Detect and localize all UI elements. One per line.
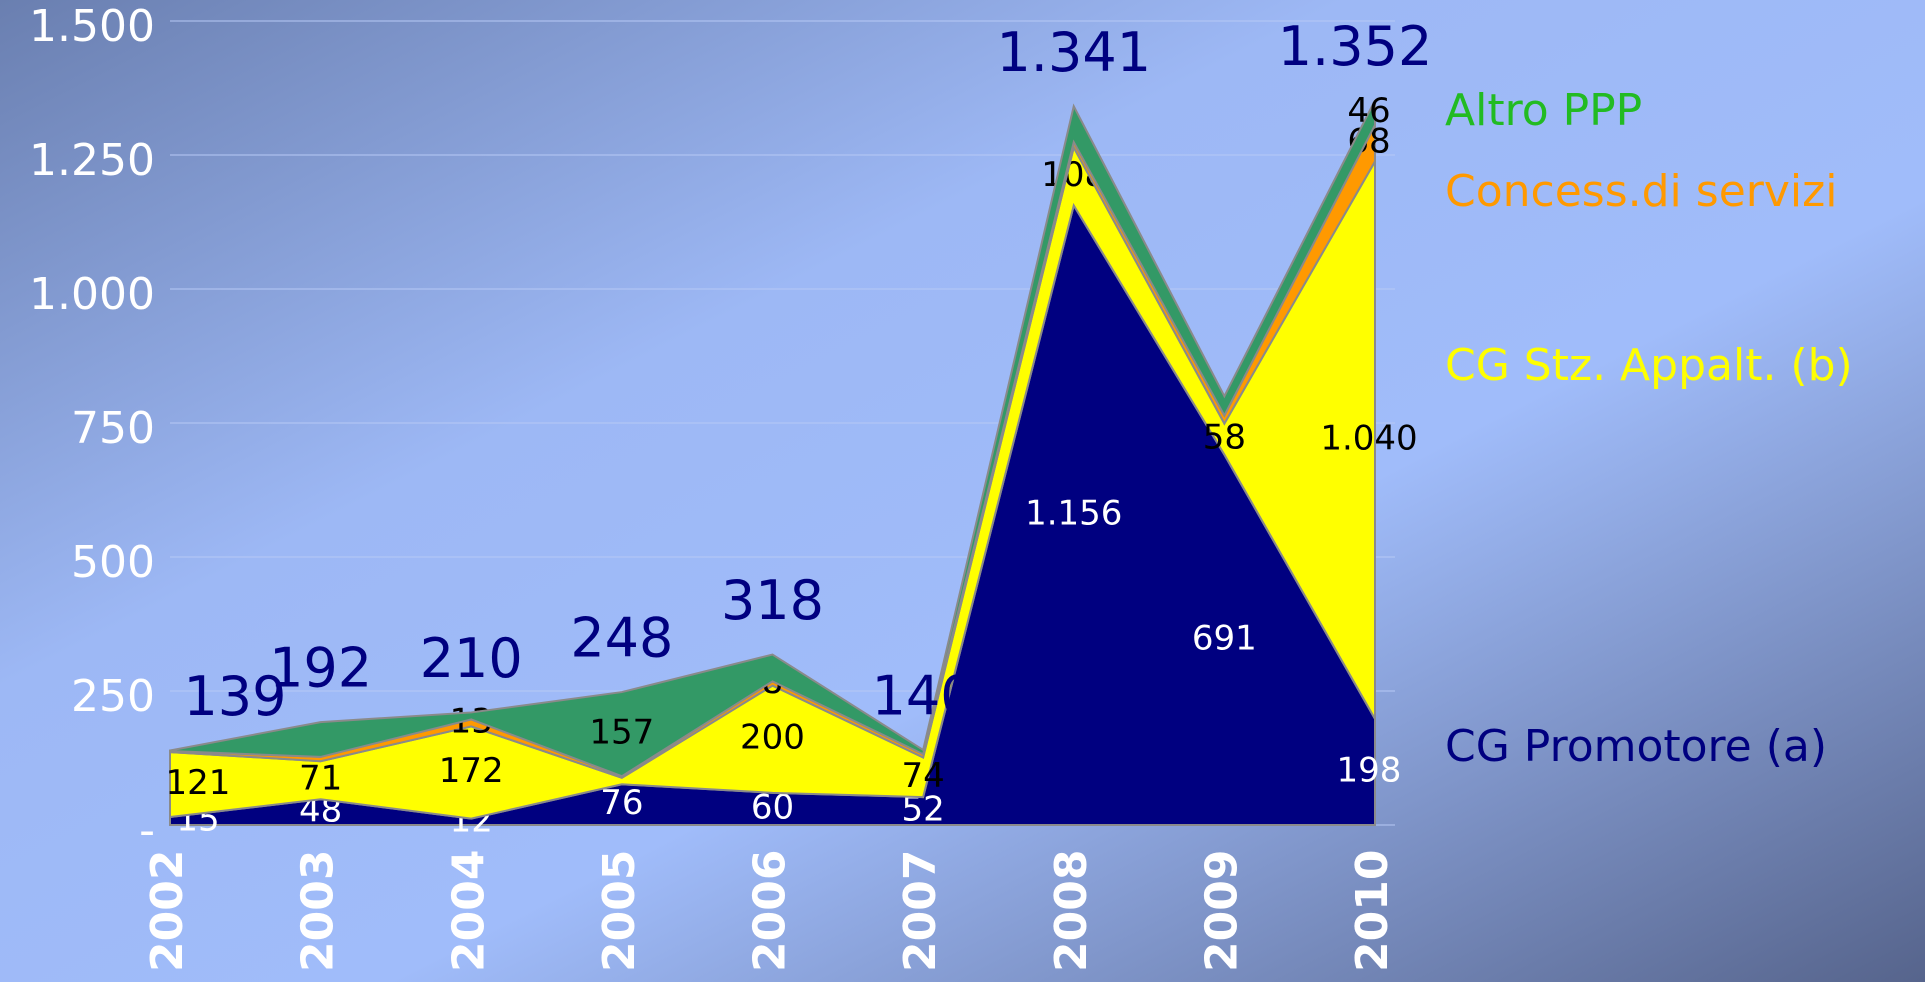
data-label: 1.156 [1025,494,1122,534]
data-label: 691 [1192,618,1257,658]
data-label: 1.040 [1320,419,1417,459]
data-label: 121 [166,763,231,803]
x-tick-label: 2002 [142,850,193,972]
y-tick-label: 750 [71,403,155,454]
x-tick-label: 2007 [895,850,946,972]
data-label: 71 [299,759,342,799]
y-tick-label: 1.500 [29,1,155,52]
area [169,99,1376,778]
data-label: 46 [1347,91,1390,131]
y-tick-label: 250 [71,671,155,722]
x-tick-label: 2005 [594,850,645,972]
legend-entry: Altro PPP [1445,85,1642,136]
data-label: 157 [589,713,654,753]
total-label: 192 [269,637,372,700]
y-tick-label: - [139,805,155,856]
legend-entry: CG Promotore (a) [1445,721,1827,772]
data-label: 172 [439,751,504,791]
x-tick-label: 2004 [443,850,494,972]
data-label: 198 [1337,750,1402,790]
total-label: 140 [872,665,975,728]
x-tick-label: 2006 [745,850,796,972]
y-tick-label: 1.000 [29,269,155,320]
total-label: 139 [183,665,286,728]
total-label: 1.352 [1278,15,1433,78]
data-label: 76 [600,783,643,823]
total-label: 318 [721,569,824,632]
legend-entry: CG Stz. Appalt. (b) [1445,340,1853,391]
data-label: 200 [740,718,805,758]
x-tick-label: 2009 [1196,850,1247,972]
y-tick-label: 1.250 [29,135,155,186]
x-tick-label: 2010 [1347,850,1398,972]
legend-entry: Concess.di servizi [1445,166,1837,217]
data-label: 74 [901,756,944,796]
total-label: 210 [420,627,523,690]
x-tick-label: 2003 [293,850,344,972]
total-label: 1.341 [996,21,1151,84]
total-label: 248 [570,607,673,670]
x-tick-label: 2008 [1046,850,1097,972]
y-tick-label: 500 [71,537,155,588]
